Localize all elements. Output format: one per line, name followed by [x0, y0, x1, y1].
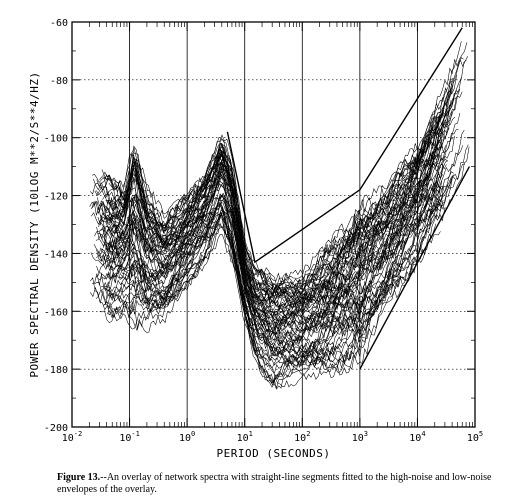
caption-text: --An overlay of network spectra with str…	[57, 472, 492, 495]
grid	[72, 22, 475, 427]
spectrum-line	[90, 74, 457, 296]
figure-caption: Figure 13.--An overlay of network spectr…	[57, 472, 497, 496]
x-tick-label: 10-1	[119, 430, 139, 444]
y-tick-label: -100	[44, 134, 68, 145]
envelope-lines	[226, 27, 471, 370]
envelope-segment	[359, 166, 471, 370]
y-tick-label: -80	[50, 76, 68, 87]
caption-label: Figure 13.	[57, 472, 101, 483]
y-tick-label: -120	[44, 192, 68, 203]
x-tick-label: 103	[352, 430, 368, 444]
spectrum-line	[90, 144, 469, 371]
spectrum-line	[102, 59, 467, 308]
spectrum-line	[102, 171, 454, 385]
spectrum-line	[105, 80, 453, 291]
spectrum-line	[97, 172, 440, 343]
y-tick-label: -160	[44, 307, 68, 318]
spectrum-line	[105, 77, 462, 315]
spectrum-line	[106, 180, 443, 374]
y-axis-title: POWER SPECTRAL DENSITY (10LOG M**2/S**4/…	[28, 71, 41, 377]
x-tick-label: 10-2	[62, 430, 82, 444]
spectrum-line	[97, 173, 443, 356]
spectrum-line	[99, 130, 443, 311]
spectrum-line	[91, 111, 441, 300]
spectrum-line	[102, 115, 442, 298]
spectrum-line	[94, 187, 438, 361]
spectrum-line	[108, 57, 464, 301]
spectrum-line	[99, 163, 466, 386]
spectrum-line	[94, 112, 461, 332]
spectrum-line	[104, 146, 470, 380]
spectrum-line	[93, 143, 447, 332]
spectrum-line	[98, 127, 450, 334]
spectrum-line	[92, 185, 444, 357]
x-tick-label: 104	[409, 430, 425, 444]
spectra-overlay	[89, 41, 470, 390]
tick-marks	[71, 21, 476, 428]
y-tick-label: -60	[50, 18, 68, 29]
x-axis-title: PERIOD (SECONDS)	[217, 447, 331, 460]
spectrum-line	[101, 41, 462, 302]
x-tick-label: 100	[179, 430, 195, 444]
spectrum-line	[97, 186, 444, 358]
envelope-segment	[226, 27, 463, 264]
tick-labels: 10-2 10-1 100 101 102 103 104 105 -60 -80 -100 -120…	[44, 18, 483, 444]
x-tick-label: 105	[467, 430, 483, 444]
y-tick-label: -140	[44, 249, 68, 260]
spectrum-line	[99, 42, 468, 291]
spectrum-line	[107, 141, 444, 326]
spectrum-line	[92, 81, 453, 295]
x-tick-label: 102	[294, 430, 310, 444]
spectrum-line	[95, 231, 441, 388]
x-tick-label: 101	[237, 430, 253, 444]
spectrum-line	[106, 182, 436, 347]
y-tick-label: -180	[44, 365, 68, 376]
y-tick-label: -200	[44, 423, 68, 434]
spectrum-line	[101, 175, 456, 369]
